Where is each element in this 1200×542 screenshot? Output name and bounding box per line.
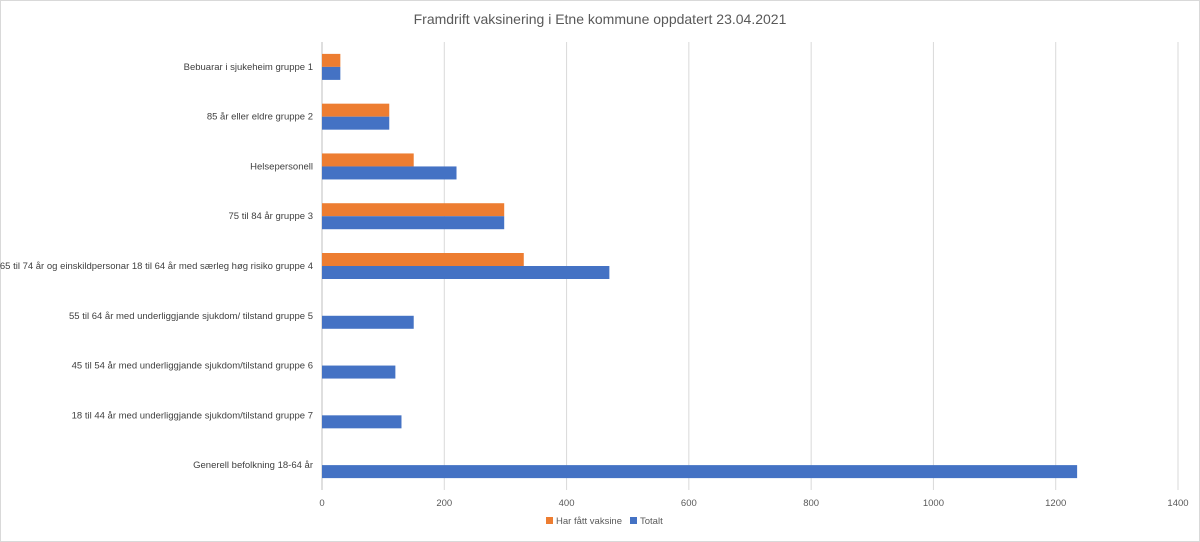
x-tick-label: 0 bbox=[319, 498, 324, 509]
chart-title: Framdrift vaksinering i Etne kommune opp… bbox=[414, 11, 787, 27]
bar-totalt bbox=[322, 465, 1078, 479]
x-tick-label: 800 bbox=[803, 498, 819, 509]
legend: Har fått vaksine Totalt bbox=[546, 516, 663, 527]
bar-totalt bbox=[322, 365, 396, 379]
bar-har-fatt-vaksine bbox=[322, 253, 524, 266]
x-tick-label: 400 bbox=[559, 498, 575, 509]
category-label: 65 til 74 år og einskildpersonar 18 til … bbox=[0, 261, 313, 272]
bar-totalt bbox=[322, 66, 341, 80]
category-label: Helsepersonell bbox=[250, 161, 313, 172]
category-label: 45 til 54 år med underliggjande sjukdom/… bbox=[72, 361, 313, 372]
bars bbox=[322, 53, 1078, 479]
x-axis-tick-labels: 0 200 400 600 800 1000 1200 1400 bbox=[319, 498, 1188, 509]
bar-har-fatt-vaksine bbox=[322, 203, 505, 217]
category-label: 18 til 44 år med underliggjande sjukdom/… bbox=[72, 410, 313, 421]
bar-totalt bbox=[322, 166, 457, 180]
bar-totalt bbox=[322, 216, 505, 230]
legend-label: Totalt bbox=[640, 516, 663, 527]
category-label: 75 til 84 år gruppe 3 bbox=[228, 211, 313, 222]
category-label: Generell befolkning 18-64 år bbox=[193, 460, 313, 471]
category-label: Bebuarar i sjukeheim gruppe 1 bbox=[184, 62, 313, 73]
category-labels: Bebuarar i sjukeheim gruppe 1 85 år eller… bbox=[0, 62, 313, 471]
x-tick-label: 200 bbox=[436, 498, 452, 509]
category-label: 85 år eller eldre gruppe 2 bbox=[207, 112, 313, 123]
legend-swatch bbox=[630, 517, 637, 524]
x-tick-label: 600 bbox=[681, 498, 697, 509]
legend-swatch bbox=[546, 517, 553, 524]
bar-har-fatt-vaksine bbox=[322, 153, 414, 167]
category-label: 55 til 64 år med underliggjande sjukdom/… bbox=[69, 311, 313, 322]
x-tick-label: 1000 bbox=[923, 498, 944, 509]
bar-har-fatt-vaksine bbox=[322, 53, 341, 67]
x-tick-label: 1200 bbox=[1045, 498, 1066, 509]
legend-label: Har fått vaksine bbox=[556, 516, 622, 527]
bar-totalt bbox=[322, 116, 390, 130]
bar-totalt bbox=[322, 415, 402, 429]
bar-har-fatt-vaksine bbox=[322, 103, 390, 117]
x-tick-label: 1400 bbox=[1167, 498, 1188, 509]
bar-totalt bbox=[322, 315, 414, 329]
bar-totalt bbox=[322, 266, 610, 279]
